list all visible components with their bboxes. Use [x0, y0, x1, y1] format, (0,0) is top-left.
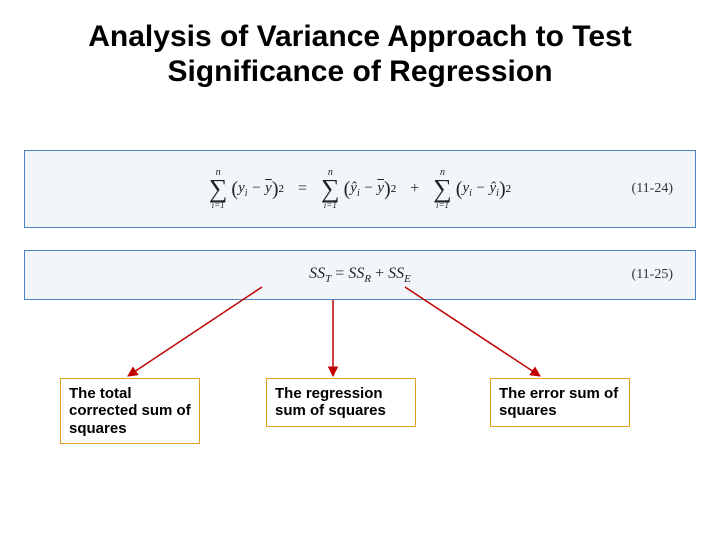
plus-1: +	[410, 180, 419, 197]
equals-1: =	[298, 180, 307, 197]
equation-2: SST = SSR + SSE	[309, 265, 411, 285]
slide: Analysis of Variance Approach to Test Si…	[0, 0, 720, 540]
callout-regression: The regression sum of squares	[266, 378, 416, 427]
sum-term-error: n ∑ i=1 (yi − ŷi)2	[433, 168, 511, 209]
equation-box-1: n ∑ i=1 (yi − y)2 = n ∑ i=1 (ŷi − y)2 +	[24, 150, 696, 228]
equation-2-label: (11-25)	[632, 267, 673, 283]
callout-total: The total corrected sum of squares	[60, 378, 200, 444]
page-title: Analysis of Variance Approach to Test Si…	[50, 20, 670, 89]
sigma-icon: ∑	[321, 178, 340, 200]
callout-error: The error sum of squares	[490, 378, 630, 427]
equation-1: n ∑ i=1 (yi − y)2 = n ∑ i=1 (ŷi − y)2 +	[209, 168, 511, 209]
sigma-icon: ∑	[209, 178, 228, 200]
sigma-icon: ∑	[433, 178, 452, 200]
equation-1-label: (11-24)	[632, 181, 673, 197]
equation-box-2: SST = SSR + SSE (11-25)	[24, 250, 696, 300]
sum-term-regression: n ∑ i=1 (ŷi − y)2	[321, 168, 396, 209]
sum-term-total: n ∑ i=1 (yi − y)2	[209, 168, 284, 209]
